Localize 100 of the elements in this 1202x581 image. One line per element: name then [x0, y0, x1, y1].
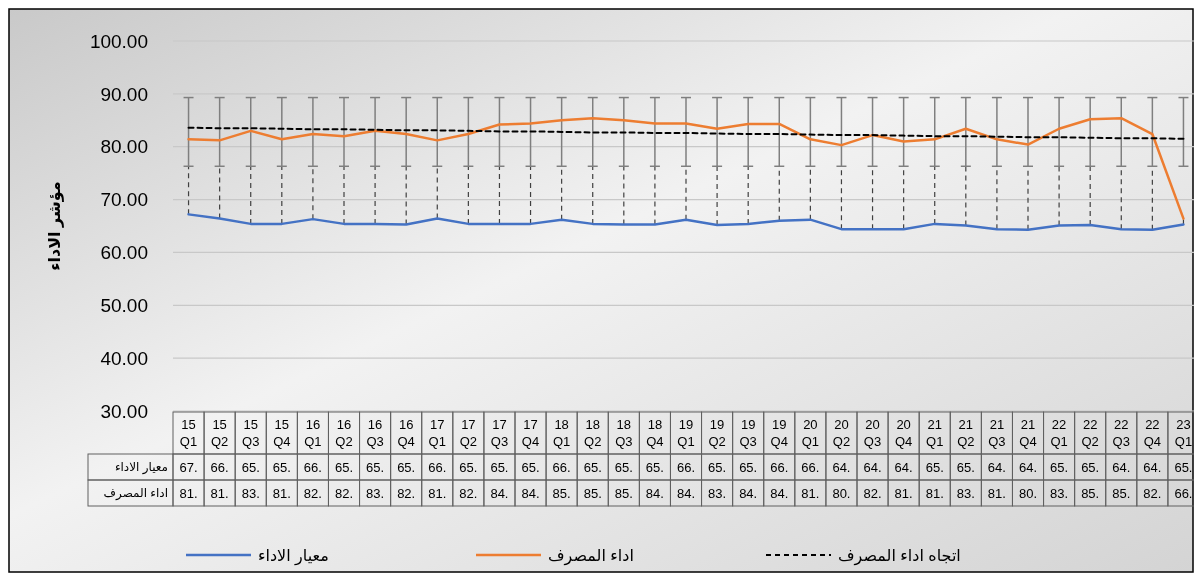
data-label: 65.	[645, 459, 664, 475]
x-tick-label: 15 Q3	[242, 417, 260, 449]
y-tick-label: 90.00	[100, 83, 148, 105]
x-tick-label: 18 Q1	[552, 417, 571, 449]
x-tick-label: 15 Q2	[210, 417, 229, 449]
data-label: 65.	[241, 459, 260, 475]
x-tick-label: 20 Q3	[863, 417, 882, 449]
data-label: 66.	[428, 459, 447, 475]
data-label: 65.	[925, 459, 944, 475]
y-tick-label: 60.00	[100, 242, 148, 264]
x-tick-label: 17 Q4	[521, 417, 540, 449]
data-label: 65.	[583, 459, 602, 475]
data-label: 64.	[894, 459, 913, 475]
x-tick-label: 20 Q4	[894, 417, 913, 449]
data-label: 66.	[552, 459, 571, 475]
legend-label: اتجاه اداء المصرف	[838, 546, 961, 566]
x-tick-label: 19 Q1	[677, 417, 695, 449]
x-tick-label: 18 Q3	[615, 417, 633, 449]
text: معيار الاداء	[114, 460, 168, 475]
data-label: 81.	[987, 485, 1006, 501]
data-label: 83.	[956, 485, 975, 501]
x-tick-label: 21 Q2	[957, 417, 975, 449]
data-label: 81.	[925, 485, 944, 501]
x-tick-label: 17 Q3	[490, 417, 509, 449]
x-tick-label: 15 Q1	[179, 417, 198, 449]
text: اداء المصرف	[103, 486, 168, 501]
data-label: 64.	[832, 459, 851, 475]
data-label: 66.	[1174, 485, 1193, 501]
y-tick-label: 80.00	[100, 136, 148, 158]
legend-label: اداء المصرف	[548, 546, 634, 566]
data-label: 65.	[1081, 459, 1100, 475]
x-tick-label: 16 Q3	[366, 417, 384, 449]
data-label: 65.	[490, 459, 509, 475]
data-label: 66.	[770, 459, 789, 475]
x-tick-label: 16 Q1	[304, 417, 322, 449]
data-label: 81.	[428, 485, 447, 501]
legend-label: معيار الاداء	[258, 546, 329, 566]
x-tick-label: 16 Q4	[397, 417, 415, 449]
data-label: 84.	[490, 485, 509, 501]
y-tick-label: 70.00	[100, 189, 148, 211]
data-label: 81.	[894, 485, 913, 501]
data-label: 83.	[708, 485, 727, 501]
x-tick-label: 22 Q2	[1081, 417, 1099, 449]
x-tick-label: 22 Q3	[1112, 417, 1130, 449]
y-tick-label: 40.00	[100, 347, 148, 369]
x-tick-label: 16 Q2	[335, 417, 353, 449]
y-tick-label: 30.00	[100, 400, 148, 422]
data-label: 64.	[987, 459, 1006, 475]
x-tick-label: 23 Q1	[1174, 417, 1193, 449]
data-label: 82.	[397, 485, 416, 501]
data-label: 82.	[1143, 485, 1162, 501]
x-tick-label: 19 Q2	[708, 417, 726, 449]
data-label: 67.	[179, 459, 198, 475]
data-label: 81.	[210, 485, 229, 501]
data-label: 80.	[1018, 485, 1038, 501]
data-label: 84.	[521, 485, 540, 501]
x-tick-label: 21 Q4	[1019, 417, 1037, 449]
data-label: 65.	[708, 459, 727, 475]
x-tick-label: 22 Q4	[1143, 417, 1162, 449]
data-label: 85.	[1081, 485, 1100, 501]
data-label: 65.	[739, 459, 758, 475]
data-label: 84.	[739, 485, 758, 501]
x-tick-label: 15 Q4	[273, 417, 291, 449]
x-tick-label: 20 Q2	[832, 417, 851, 449]
y-axis-title: مؤشر الاداء	[46, 181, 64, 271]
data-label: 64.	[1143, 459, 1162, 475]
data-label: 84.	[770, 485, 789, 501]
data-label: 85.	[1112, 485, 1131, 501]
data-label: 85.	[583, 485, 602, 501]
data-label: 64.	[1112, 459, 1131, 475]
data-label: 85.	[614, 485, 633, 501]
data-label: 84.	[676, 485, 696, 501]
data-label: 65.	[459, 459, 478, 475]
x-tick-label: 20 Q1	[801, 417, 820, 449]
x-tick-label: 21 Q3	[988, 417, 1006, 449]
data-label: 64.	[1018, 459, 1038, 475]
line-series	[187, 126, 1185, 140]
x-tick-label: 22 Q1	[1050, 417, 1068, 449]
line-series	[187, 213, 1185, 231]
data-label: 83.	[241, 485, 260, 501]
x-tick-label: 18 Q4	[646, 417, 664, 449]
data-label: 82.	[459, 485, 478, 501]
x-tick-label: 18 Q2	[584, 417, 602, 449]
y-tick-label: 50.00	[100, 294, 148, 316]
data-label: 65.	[614, 459, 633, 475]
data-label: 65.	[272, 459, 291, 475]
data-label: 65.	[366, 459, 385, 475]
data-label: 82.	[863, 485, 882, 501]
data-label: 81.	[801, 485, 820, 501]
data-label: 84.	[645, 485, 664, 501]
data-label: 85.	[552, 485, 571, 501]
data-label: 64.	[863, 459, 882, 475]
data-label: 66.	[801, 459, 820, 475]
data-label: 65.	[1050, 459, 1069, 475]
data-label: 83.	[1050, 485, 1069, 501]
line-series	[187, 116, 1185, 220]
data-label: 82.	[334, 485, 354, 501]
data-label: 65.	[1174, 459, 1193, 475]
data-label: 65.	[334, 459, 354, 475]
x-tick-label: 19 Q3	[739, 417, 757, 449]
